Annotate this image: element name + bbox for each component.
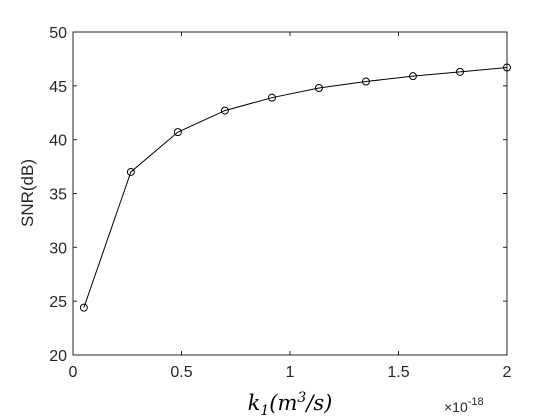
data-point-marker xyxy=(79,303,88,312)
data-point-marker xyxy=(267,93,276,102)
x-tick-label: 1.5 xyxy=(387,364,409,381)
y-tick-label: 35 xyxy=(49,187,67,204)
y-tick-label: 20 xyxy=(49,348,67,365)
y-tick-label: 50 xyxy=(49,25,67,42)
plot-area xyxy=(72,31,508,356)
data-point-marker xyxy=(408,72,417,81)
data-point-marker xyxy=(361,77,370,86)
y-axis-label: SNR(dB) xyxy=(18,159,37,227)
data-point-marker xyxy=(314,83,323,92)
axis-ticks xyxy=(72,31,508,356)
data-point-marker xyxy=(503,63,511,72)
series-layer xyxy=(79,63,511,312)
y-tick-label: 30 xyxy=(49,240,67,257)
y-tick-label: 40 xyxy=(49,133,67,150)
x-axis-label-close: /s) xyxy=(304,391,332,415)
x-axis-label-sub: 1 xyxy=(260,403,269,419)
y-tick-label: 45 xyxy=(49,79,67,96)
x-tick-label: 0 xyxy=(69,364,78,381)
x-exponent-power: -18 xyxy=(468,396,484,408)
x-exponent-label: ×10-18 xyxy=(444,396,484,415)
x-exponent-base: ×10 xyxy=(444,399,468,415)
x-axis-label-sup: 3 xyxy=(297,390,306,406)
data-point-marker xyxy=(173,128,182,137)
x-axis-label: k1(m3/s) xyxy=(248,390,333,419)
x-tick-label: 2 xyxy=(503,364,512,381)
x-tick-label: 0.5 xyxy=(170,364,192,381)
x-axis-label-open: (m xyxy=(269,391,297,415)
data-point-marker xyxy=(455,67,464,76)
data-point-marker xyxy=(220,106,229,115)
x-axis-label-k: k xyxy=(248,391,261,415)
series-line xyxy=(83,67,508,308)
data-point-marker xyxy=(126,167,135,176)
y-tick-label: 25 xyxy=(49,294,67,311)
x-tick-label: 1 xyxy=(286,364,295,381)
x-tick-labels: 0 0.5 1 1.5 2 xyxy=(69,364,512,381)
y-tick-labels: 20 25 30 35 40 45 50 xyxy=(49,25,67,365)
